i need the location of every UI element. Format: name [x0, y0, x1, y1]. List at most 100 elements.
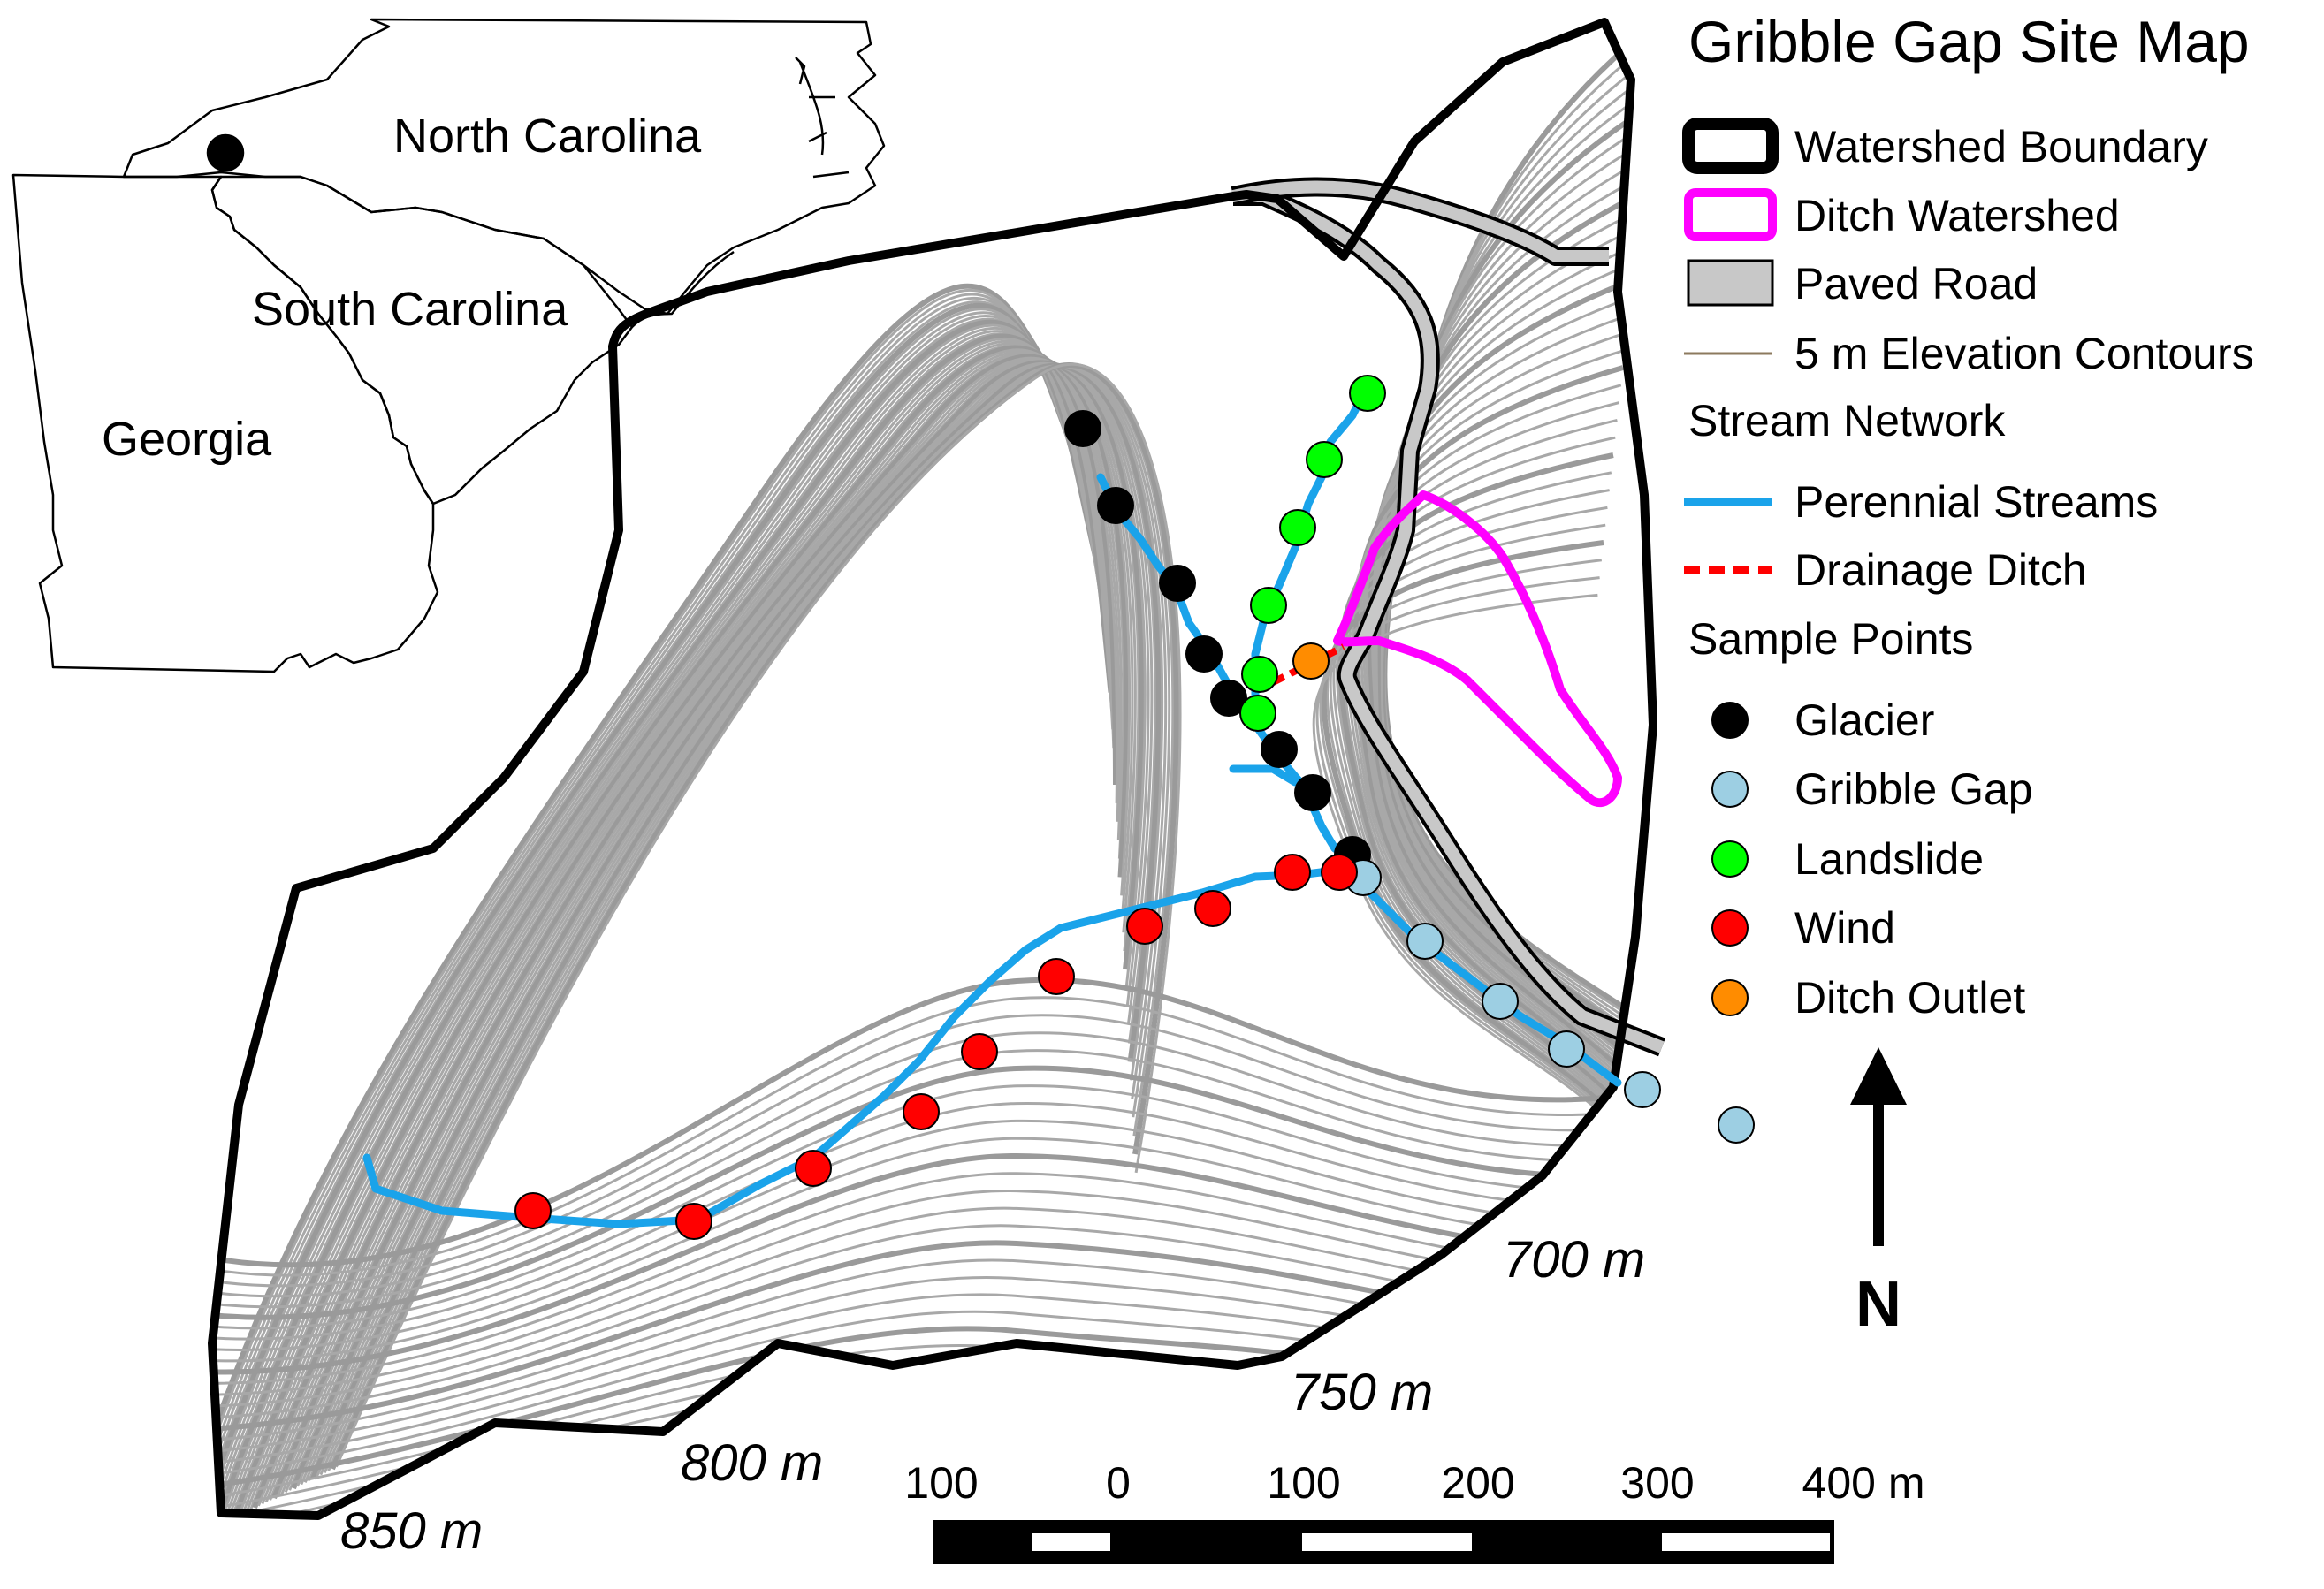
contour-line [212, 1065, 1653, 1320]
north-arrow: N [1850, 1047, 1907, 1340]
map-title: Gribble Gap Site Map [1688, 9, 2250, 74]
coastline [631, 250, 735, 328]
contour-line [284, 359, 1137, 1493]
contour-line [303, 363, 1154, 1483]
scale-bar-label: 200 [1441, 1458, 1514, 1508]
scale-bar-label: 300 [1620, 1458, 1694, 1508]
legend-label-paved-road: Paved Road [1794, 259, 2038, 308]
contour-line [212, 1014, 1653, 1288]
glacier-point[interactable] [1097, 487, 1134, 524]
legend-swatch-paved-road [1687, 259, 1774, 307]
contour-line [1361, 314, 1653, 1144]
landslide-point[interactable] [1241, 656, 1278, 693]
contour-line [1359, 331, 1653, 1149]
contour-line [212, 1031, 1653, 1298]
watershed-boundary [208, 18, 1657, 1520]
contour-line [212, 977, 1653, 1268]
legend-label-ditch-watershed: Ditch Watershed [1794, 191, 2120, 240]
elevation-label-850: 850 m [340, 1502, 483, 1560]
contour-line [316, 364, 1164, 1478]
scale-bar: 100 0 100 200 300 400 m [904, 1458, 1924, 1564]
legend-label-drainage-ditch: Drainage Ditch [1794, 545, 2087, 595]
glacier-point[interactable] [1159, 565, 1196, 602]
wind-point[interactable] [1126, 908, 1163, 945]
contour-line [335, 362, 1182, 1468]
contour-line [212, 1119, 1653, 1351]
gribble-gap-point[interactable] [1406, 923, 1444, 960]
gribble-gap-points [1345, 859, 1755, 1144]
contour-line [319, 364, 1168, 1476]
legend-label-glacier: Glacier [1794, 696, 1934, 745]
contour-line [245, 342, 1116, 1512]
glacier-point[interactable] [1064, 410, 1101, 447]
gribble-gap-point[interactable] [1548, 1030, 1585, 1068]
stream-glacier-branch [1096, 473, 1352, 862]
north-carolina-outer-banks [795, 57, 850, 179]
glacier-points [1064, 410, 1371, 873]
ditch-outlet-point[interactable] [1292, 642, 1330, 680]
contour-line [280, 358, 1134, 1495]
north-arrow-label: N [1855, 1269, 1901, 1340]
wind-point[interactable] [903, 1093, 940, 1130]
legend-swatch-gribble-gap [1711, 771, 1749, 808]
wind-point[interactable] [1321, 854, 1358, 891]
contour-line [212, 1084, 1653, 1330]
wind-point[interactable] [961, 1033, 998, 1070]
contour-line [271, 354, 1130, 1500]
legend-heading-sample-points: Sample Points [1688, 614, 1973, 664]
sample-points [514, 375, 1755, 1240]
glacier-point[interactable] [1185, 635, 1223, 673]
legend: Gribble Gap Site Map Watershed Boundary … [1682, 9, 2254, 1023]
contour-line [222, 326, 1109, 1516]
contour-line [212, 1190, 1653, 1396]
paved-road [1231, 177, 1665, 1057]
elevation-label-700: 700 m [1503, 1231, 1645, 1289]
contour-line [212, 1293, 1653, 1467]
landslide-points [1239, 375, 1386, 732]
legend-label-landslide: Landslide [1794, 834, 1984, 884]
state-label-south-carolina: South Carolina [252, 283, 568, 336]
contour-line [212, 1152, 1653, 1375]
contour-line [212, 1137, 1653, 1363]
glacier-point[interactable] [1261, 731, 1298, 768]
contour-line [212, 996, 1653, 1277]
wind-point[interactable] [514, 1192, 552, 1229]
glacier-point[interactable] [1210, 680, 1247, 717]
contour-line [1373, 226, 1653, 1114]
contour-line [237, 338, 1114, 1516]
wind-point[interactable] [675, 1203, 712, 1240]
wind-point[interactable] [1274, 854, 1311, 891]
south-carolina-outline [210, 175, 634, 506]
inset-labels: North Carolina South Carolina Georgia [102, 110, 702, 466]
legend-label-perennial-streams: Perennial Streams [1794, 477, 2158, 527]
gribble-gap-point[interactable] [1482, 983, 1519, 1020]
stream-main-west [362, 866, 1339, 1228]
gribble-gap-point[interactable] [1624, 1071, 1661, 1108]
elevation-labels: 700 m 750 m 800 m 850 m [340, 1231, 1645, 1560]
legend-swatch-ditch-watershed [1684, 188, 1777, 241]
ditch-outlet-points [1292, 642, 1330, 680]
elevation-label-800: 800 m [681, 1434, 823, 1492]
legend-label-ditch-outlet: Ditch Outlet [1794, 973, 2025, 1023]
ditch-watershed-outline [1333, 490, 1622, 808]
wind-point[interactable] [1194, 890, 1231, 927]
gribble-gap-point[interactable] [1718, 1106, 1755, 1144]
landslide-point[interactable] [1250, 587, 1287, 624]
legend-label-gribble-gap: Gribble Gap [1794, 764, 2033, 814]
landslide-point[interactable] [1349, 375, 1386, 412]
contour-line [323, 364, 1171, 1474]
wind-point[interactable] [795, 1150, 832, 1187]
contour-line [300, 362, 1150, 1486]
landslide-point[interactable] [1239, 695, 1276, 732]
landslide-point[interactable] [1306, 441, 1343, 478]
scale-bar-label: 100 [904, 1458, 978, 1508]
wind-point[interactable] [1038, 958, 1075, 995]
legend-swatch-landslide [1711, 840, 1749, 878]
contour-line [232, 333, 1114, 1516]
glacier-point[interactable] [1294, 774, 1331, 811]
landslide-point[interactable] [1279, 509, 1316, 546]
legend-label-watershed-boundary: Watershed Boundary [1794, 122, 2208, 171]
contour-line [310, 362, 1162, 1480]
legend-swatch-watershed-boundary [1682, 118, 1779, 174]
legend-swatch-ditch-outlet [1711, 979, 1749, 1016]
